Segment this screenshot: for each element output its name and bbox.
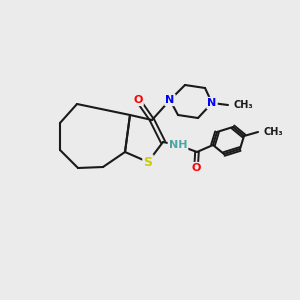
Text: CH₃: CH₃ [233,100,253,110]
Text: N: N [207,98,217,108]
Text: CH₃: CH₃ [263,127,283,137]
Text: NH: NH [169,140,187,150]
Text: S: S [143,155,152,169]
Text: N: N [165,95,175,105]
Text: O: O [191,163,201,173]
Text: O: O [133,95,143,105]
